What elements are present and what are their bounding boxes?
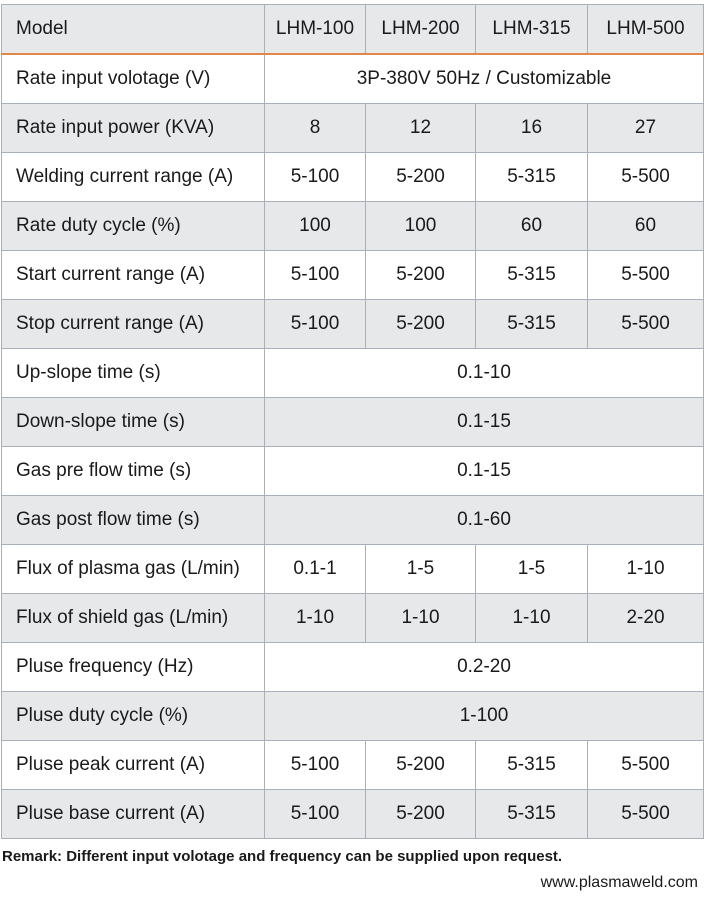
table-row: Stop current range (A) 5-100 5-200 5-315 5-5… <box>1 299 704 349</box>
row-value: 5-200 <box>365 152 476 202</box>
row-value: 5-500 <box>587 789 704 839</box>
row-value: 5-100 <box>264 789 366 839</box>
website-url: www.plasmaweld.com <box>540 874 698 891</box>
header-model-lhm-200: LHM-200 <box>365 4 476 55</box>
row-value: 5-500 <box>587 152 704 202</box>
row-value: 5-200 <box>365 740 476 790</box>
row-value: 5-315 <box>475 152 588 202</box>
row-value: 2-20 <box>587 593 704 643</box>
row-value-all-models: 0.1-10 <box>264 348 704 398</box>
row-label: Pluse peak current (A) <box>1 740 265 790</box>
row-value: 1-5 <box>475 544 588 594</box>
row-value: 5-315 <box>475 250 588 300</box>
table-row: Gas post flow time (s) 0.1-60 <box>1 495 704 545</box>
table-row: Welding current range (A) 5-100 5-200 5-315… <box>1 152 704 202</box>
row-label: Up-slope time (s) <box>1 348 265 398</box>
table-row: Down-slope time (s) 0.1-15 <box>1 397 704 447</box>
row-value: 27 <box>587 103 704 153</box>
row-label: Flux of shield gas (L/min) <box>1 593 265 643</box>
row-value: 1-10 <box>475 593 588 643</box>
spec-table-body: Model LHM-100 LHM-200 LHM-315 LHM-500 Ra… <box>1 4 704 839</box>
row-label: Gas pre flow time (s) <box>1 446 265 496</box>
row-value: 100 <box>365 201 476 251</box>
row-value: 1-5 <box>365 544 476 594</box>
row-label: Pluse duty cycle (%) <box>1 691 265 741</box>
table-row: Flux of plasma gas (L/min) 0.1-1 1-5 1-5 1-1… <box>1 544 704 594</box>
row-value: 5-500 <box>587 740 704 790</box>
row-value: 5-200 <box>365 299 476 349</box>
row-value-all-models: 0.2-20 <box>264 642 704 692</box>
row-value: 1-10 <box>587 544 704 594</box>
row-label: Flux of plasma gas (L/min) <box>1 544 265 594</box>
row-value: 1-10 <box>264 593 366 643</box>
row-label: Gas post flow time (s) <box>1 495 265 545</box>
spec-table: Model LHM-100 LHM-200 LHM-315 LHM-500 Ra… <box>1 4 704 839</box>
row-label: Welding current range (A) <box>1 152 265 202</box>
row-value: 5-100 <box>264 250 366 300</box>
table-row: Pluse base current (A) 5-100 5-200 5-315 5-5… <box>1 789 704 839</box>
table-row: Pluse duty cycle (%) 1-100 <box>1 691 704 741</box>
row-value: 60 <box>587 201 704 251</box>
row-value-all-models: 0.1-15 <box>264 397 704 447</box>
header-model-lhm-100: LHM-100 <box>264 4 366 55</box>
row-value: 5-100 <box>264 152 366 202</box>
row-value: 5-315 <box>475 299 588 349</box>
row-value-all-models: 1-100 <box>264 691 704 741</box>
row-label: Rate input power (KVA) <box>1 103 265 153</box>
row-value: 5-100 <box>264 740 366 790</box>
table-row: Rate input volotage (V) 3P-380V 50Hz / Cu… <box>1 53 704 104</box>
row-value: 100 <box>264 201 366 251</box>
row-value: 5-500 <box>587 250 704 300</box>
row-value: 5-315 <box>475 740 588 790</box>
table-row: Start current range (A) 5-100 5-200 5-315 5-… <box>1 250 704 300</box>
row-value: 0.1-1 <box>264 544 366 594</box>
header-model-lhm-315: LHM-315 <box>475 4 588 55</box>
table-row: Pluse peak current (A) 5-100 5-200 5-315 5-5… <box>1 740 704 790</box>
row-label: Pluse base current (A) <box>1 789 265 839</box>
row-value: 5-200 <box>365 250 476 300</box>
table-row: Flux of shield gas (L/min) 1-10 1-10 1-10 2-… <box>1 593 704 643</box>
row-label: Rate duty cycle (%) <box>1 201 265 251</box>
table-row: Up-slope time (s) 0.1-10 <box>1 348 704 398</box>
row-value: 5-100 <box>264 299 366 349</box>
row-label: Pluse frequency (Hz) <box>1 642 265 692</box>
row-value: 8 <box>264 103 366 153</box>
row-value-all-models: 3P-380V 50Hz / Customizable <box>264 53 704 104</box>
row-value-all-models: 0.1-15 <box>264 446 704 496</box>
table-row: Rate duty cycle (%) 100 100 60 60 <box>1 201 704 251</box>
header-row: Model LHM-100 LHM-200 LHM-315 LHM-500 <box>1 4 704 55</box>
row-value: 16 <box>475 103 588 153</box>
table-row: Pluse frequency (Hz) 0.2-20 <box>1 642 704 692</box>
remark-note: Remark: Different input volotage and fre… <box>2 848 563 865</box>
header-model-lhm-500: LHM-500 <box>587 4 704 55</box>
row-value: 5-500 <box>587 299 704 349</box>
row-value: 60 <box>475 201 588 251</box>
row-value: 5-315 <box>475 789 588 839</box>
row-value-all-models: 0.1-60 <box>264 495 704 545</box>
table-row: Rate input power (KVA) 8 12 16 27 <box>1 103 704 153</box>
row-label: Rate input volotage (V) <box>1 53 265 104</box>
table-row: Gas pre flow time (s) 0.1-15 <box>1 446 704 496</box>
row-value: 12 <box>365 103 476 153</box>
row-value: 5-200 <box>365 789 476 839</box>
row-label: Stop current range (A) <box>1 299 265 349</box>
row-label: Start current range (A) <box>1 250 265 300</box>
row-value: 1-10 <box>365 593 476 643</box>
header-model-label: Model <box>1 4 265 55</box>
row-label: Down-slope time (s) <box>1 397 265 447</box>
